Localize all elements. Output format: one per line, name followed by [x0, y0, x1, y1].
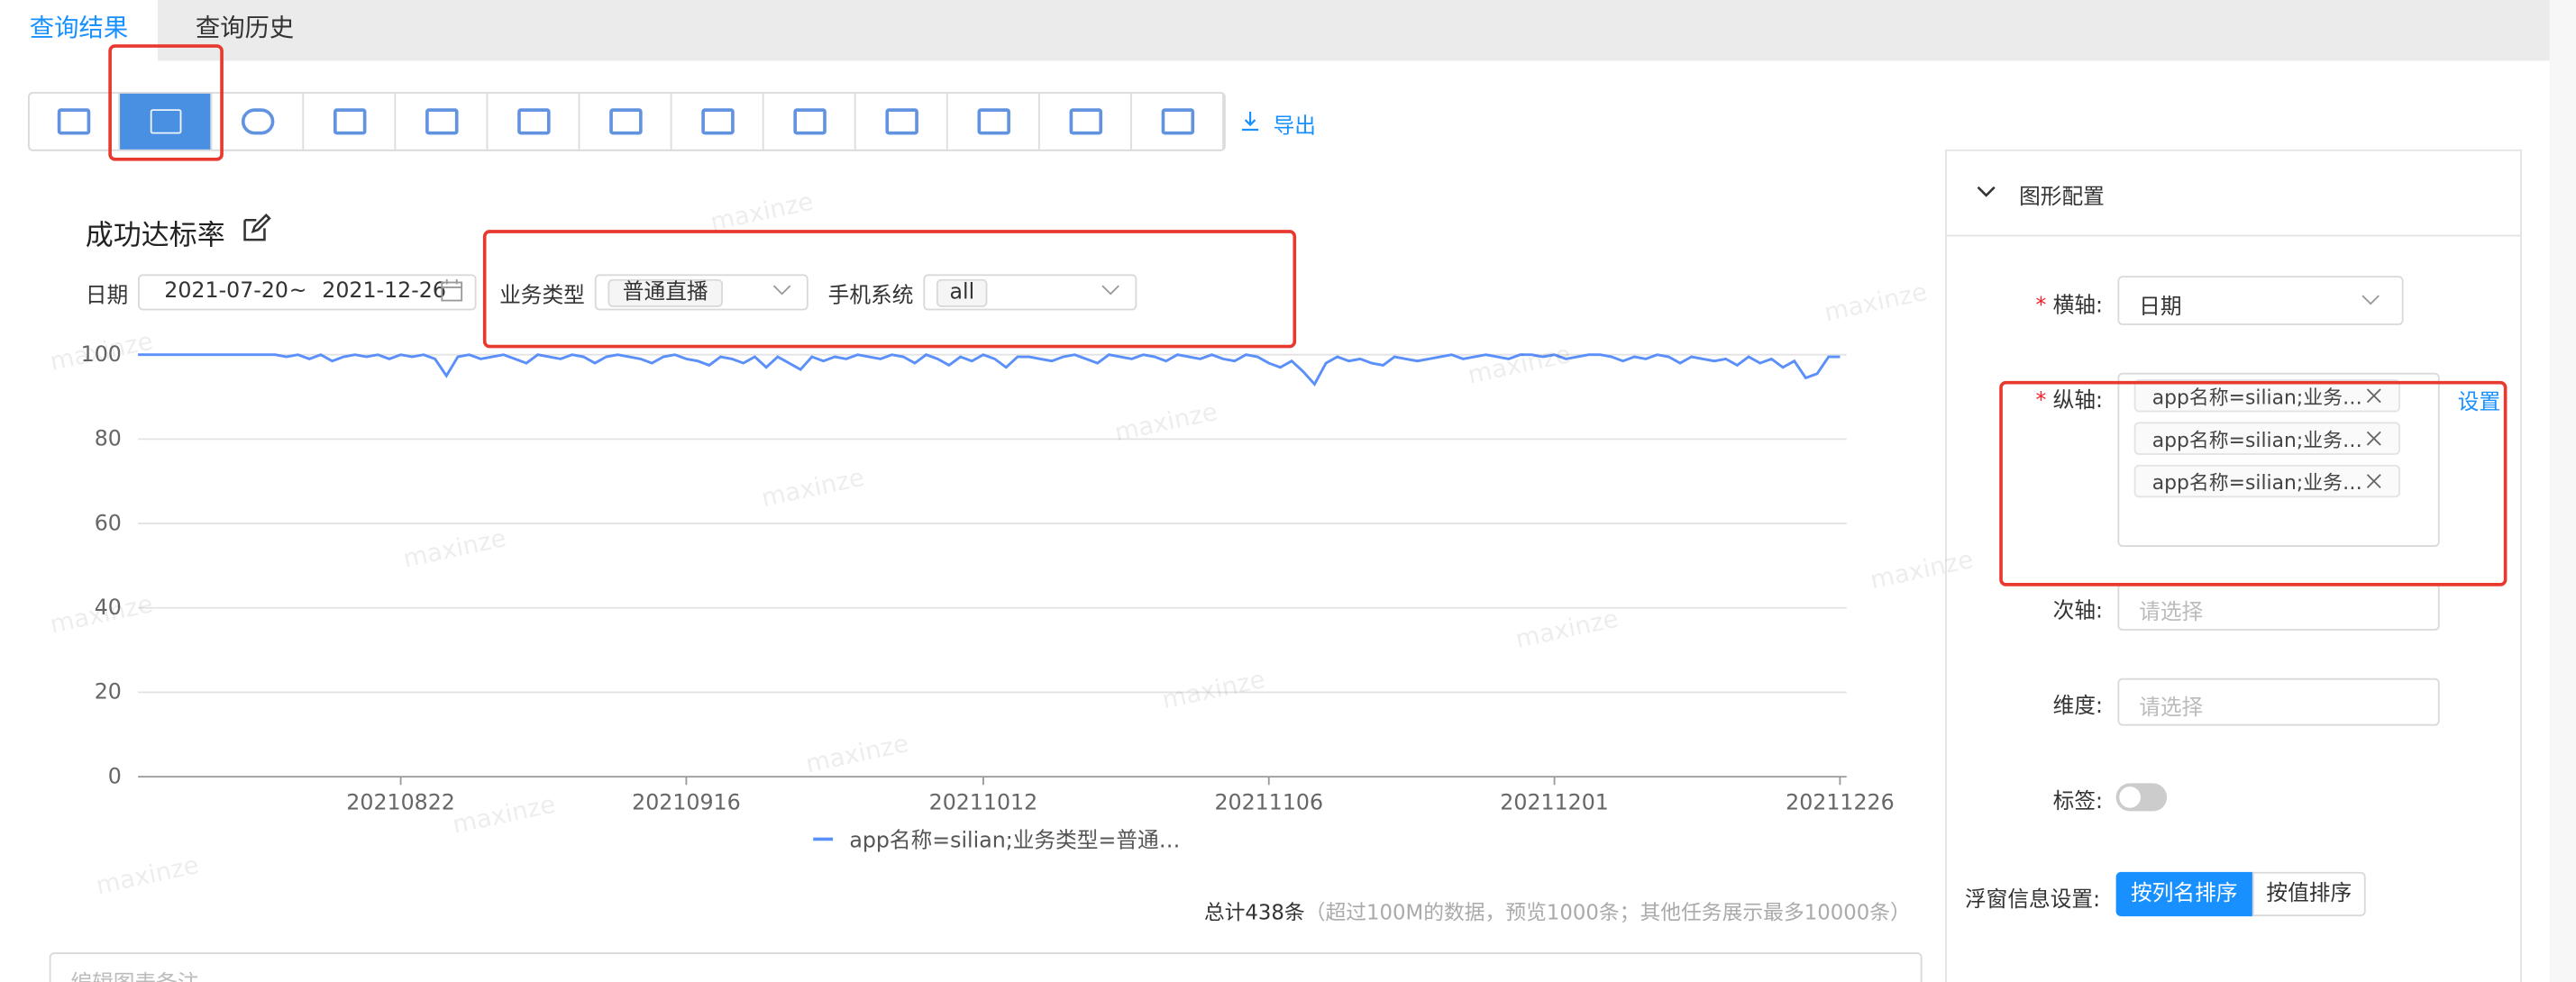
chart-type-toolbar — [27, 92, 1226, 151]
line-chart: 0 20 40 60 80 100 20210822 20210916 20211012 2021… — [81, 341, 1895, 853]
highlight-box — [482, 230, 1297, 349]
y-tick-label: 80 — [95, 426, 122, 451]
date-separator: ~ — [288, 278, 307, 305]
field-label: * 纵轴: — [1955, 383, 2104, 414]
select-value: 日期 — [2139, 296, 2182, 321]
chart-type-button[interactable] — [1040, 93, 1132, 150]
chevron — [772, 285, 791, 296]
date-range-picker[interactable] — [138, 274, 477, 311]
select-tag: app名称=silian;业务… — [2133, 422, 2400, 455]
chart-type-button[interactable] — [304, 93, 397, 150]
x-tick-label: 20210822 — [346, 790, 455, 815]
placeholder: 请选择 — [2139, 601, 2204, 626]
divider — [1946, 234, 2521, 237]
required-mark: * — [2035, 388, 2047, 414]
summary-note: （超过100M的数据，预览1000条；其他任务展示最多10000条） — [1304, 899, 1911, 925]
scrollbar — [2549, 0, 2576, 982]
export-button[interactable]: 导出 — [1273, 114, 1317, 140]
chart-type-button[interactable] — [580, 93, 672, 150]
sort-button[interactable]: 按值排序 — [2252, 871, 2366, 917]
x-tick-label: 20211201 — [1500, 790, 1609, 815]
y-tick-label: 20 — [95, 679, 122, 705]
tag-close-icons[interactable] — [2366, 387, 2382, 493]
tab[interactable]: 查询历史 — [195, 13, 295, 43]
calendar-icon — [441, 278, 463, 302]
chart-type-button[interactable] — [28, 93, 121, 150]
chart-type-button[interactable] — [120, 93, 213, 150]
chart-type-button[interactable] — [856, 93, 948, 150]
placeholder: 请选择 — [2139, 696, 2204, 722]
filter-label: 手机系统 — [827, 284, 914, 309]
x-tick-label: 20211012 — [929, 790, 1038, 815]
x-tick-label: 20210916 — [632, 790, 741, 815]
collapse-icon[interactable] — [1977, 184, 1996, 200]
required-mark: * — [2035, 294, 2047, 319]
legend-label: app名称=silian;业务类型=普通… — [849, 828, 1180, 853]
select[interactable] — [2117, 276, 2404, 325]
field-label: 标签: — [2052, 789, 2104, 815]
sort-button[interactable]: 按列名排序 — [2115, 871, 2252, 917]
export-icon — [1241, 111, 1259, 132]
select-tag: app名称=silian;业务… — [2133, 464, 2400, 498]
label-text: 横轴: — [2052, 294, 2104, 319]
select[interactable] — [2117, 583, 2440, 631]
line-series — [138, 353, 1841, 387]
chart-type-button[interactable] — [671, 93, 764, 150]
config-panel — [1945, 149, 2522, 982]
panel-title: 图形配置 — [2019, 185, 2105, 211]
y-tick-label: 0 — [108, 763, 122, 788]
select[interactable] — [2117, 677, 2440, 726]
total-count: 总计438条 — [1203, 899, 1305, 925]
filter-label: 业务类型 — [499, 284, 585, 309]
chevron — [1101, 285, 1119, 296]
y-tick-label: 100 — [81, 341, 122, 367]
chart-type-button[interactable] — [948, 93, 1040, 150]
date-start: 2021-07-20 — [164, 278, 288, 305]
highlight-box — [108, 44, 224, 161]
x-tick-label: 20211106 — [1214, 790, 1323, 815]
field-label: 浮窗信息设置: — [1964, 888, 2101, 914]
field-label: 维度: — [2052, 695, 2104, 720]
tab-bar — [0, 0, 2550, 61]
field-label: * 横轴: — [1955, 287, 2104, 319]
highlight-box — [1999, 380, 2507, 586]
label-text: 纵轴: — [2052, 388, 2104, 414]
y-tick-label: 40 — [95, 595, 122, 620]
chart-type-button[interactable] — [1132, 93, 1224, 150]
toggle[interactable] — [2115, 783, 2168, 812]
select-tag: app名称=silian;业务… — [2133, 379, 2400, 413]
remark-placeholder: 编辑图表备注 — [70, 966, 198, 982]
chart-type-button[interactable] — [212, 93, 305, 150]
chevron — [2361, 295, 2380, 305]
chart-type-button[interactable] — [488, 93, 580, 150]
chart-type-button[interactable] — [396, 93, 489, 150]
select-tag: 普通直播 — [607, 278, 724, 307]
select-tag: all — [936, 278, 988, 307]
field-label: 次轴: — [2052, 599, 2104, 624]
remark-input[interactable] — [49, 952, 1923, 982]
setting-link[interactable]: 设置 — [2457, 390, 2501, 416]
chart-title: 成功达标率 — [85, 220, 225, 253]
tab[interactable]: 查询结果 — [0, 0, 159, 61]
filter-label: 日期 — [85, 284, 129, 309]
chart-type-button[interactable] — [764, 93, 856, 150]
x-tick-label: 20211226 — [1786, 790, 1895, 815]
edit-icon[interactable] — [242, 213, 271, 243]
date-end: 2021-12-26 — [322, 278, 446, 305]
summary: 总计438条（超过100M的数据，预览1000条；其他任务展示最多10000条） — [986, 895, 1911, 926]
y-tick-label: 60 — [95, 510, 122, 535]
